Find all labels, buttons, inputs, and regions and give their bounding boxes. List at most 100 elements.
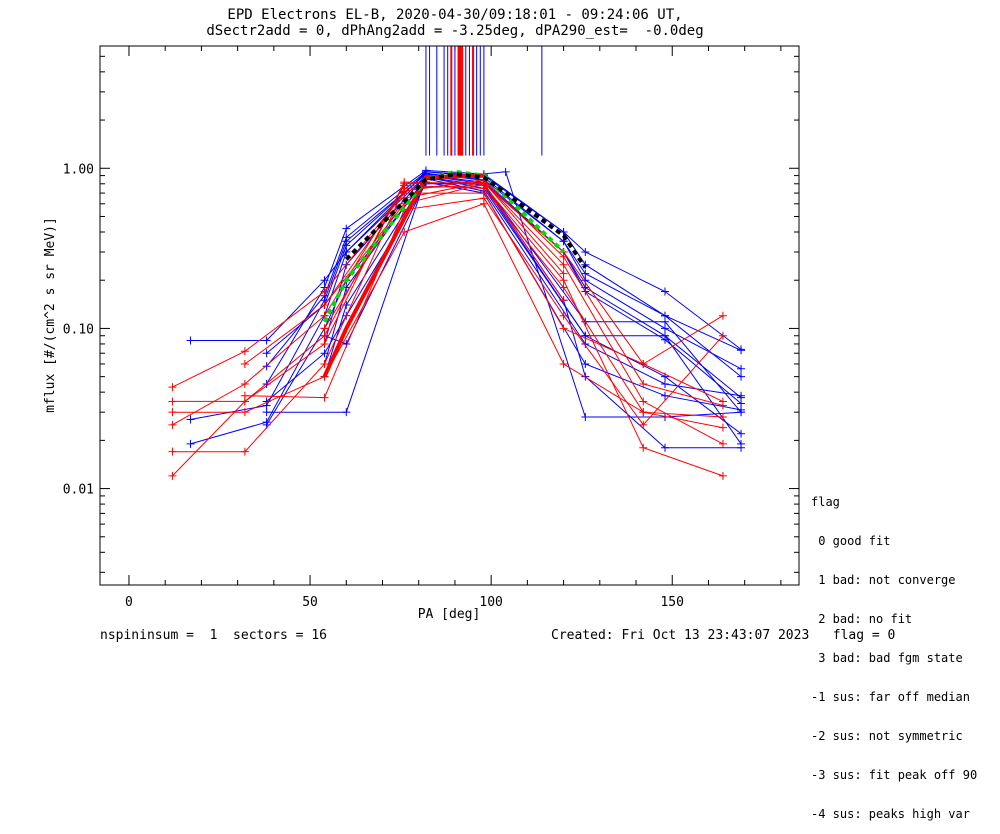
data-point [559, 311, 568, 320]
data-point [559, 269, 568, 278]
data-point [581, 412, 590, 421]
data-point [718, 401, 727, 410]
data-point [342, 224, 351, 233]
data-point [639, 443, 648, 452]
data-point [737, 391, 746, 400]
chart-title-line2: dSectr2add = 0, dPhAng2add = -3.25deg, d… [206, 23, 704, 39]
data-point [262, 362, 271, 371]
series-line [172, 181, 724, 445]
legend-item: 1 bad: not converge [811, 573, 956, 587]
data-point [737, 364, 746, 373]
data-point [737, 429, 746, 438]
data-point [737, 345, 746, 354]
data-point [718, 311, 727, 320]
legend-item: 3 bad: bad fgm state [811, 651, 963, 665]
data-point [186, 336, 195, 345]
data-point [639, 359, 648, 368]
data-point [559, 252, 568, 261]
data-point [320, 339, 329, 348]
series-line [172, 184, 724, 477]
data-point [718, 439, 727, 448]
y-tick-label: 0.01 [63, 483, 94, 498]
data-point [660, 287, 669, 296]
footer-left: nspininsum = 1 sectors = 16 [100, 628, 327, 643]
footer-right: Created: Fri Oct 13 23:43:07 2023 flag =… [551, 628, 896, 643]
series-line [172, 181, 724, 477]
fit-curve-black [344, 172, 587, 269]
data-point [320, 359, 329, 368]
chart-svg: 0 50 100 150 0.01 0.10 1.00 PA [deg] mflux [#/… [43, 45, 800, 622]
legend-item: 0 good fit [811, 534, 891, 548]
data-point [168, 383, 177, 392]
series-line [172, 192, 724, 402]
series-line [190, 171, 742, 351]
series-line [244, 179, 724, 406]
x-tick-label: 150 [660, 595, 683, 610]
plot-frame [99, 45, 800, 586]
data-point [559, 359, 568, 368]
legend-item: -2 sus: not symmetric [811, 729, 963, 743]
data-point [559, 324, 568, 333]
data-point [342, 408, 351, 417]
legend-item: -1 sus: far off median [811, 690, 970, 704]
chart-title-line1: EPD Electrons EL-B, 2020-04-30/09:18:01 … [227, 7, 683, 23]
data-point [168, 420, 177, 429]
data-point [559, 283, 568, 292]
data-point [320, 287, 329, 296]
legend-item: 2 bad: no fit [811, 612, 913, 626]
data-point [320, 301, 329, 310]
y-tick-label: 1.00 [63, 162, 94, 177]
data-point [737, 372, 746, 381]
data-point [660, 317, 669, 326]
legend-item: -3 sus: fit peak off 90 [811, 768, 978, 782]
data-point [559, 260, 568, 269]
data-point [581, 248, 590, 257]
data-point [168, 397, 177, 406]
data-point [262, 408, 271, 417]
data-point [240, 391, 249, 400]
data-point [581, 339, 590, 348]
legend-title: flag [811, 495, 840, 509]
data-point [581, 359, 590, 368]
series-line [190, 175, 742, 445]
data-point [718, 471, 727, 480]
data-point [168, 408, 177, 417]
data-point [342, 233, 351, 242]
data-point [240, 408, 249, 417]
data-point [320, 324, 329, 333]
data-point [639, 397, 648, 406]
data-point [660, 443, 669, 452]
data-point [400, 187, 409, 196]
data-point [479, 194, 488, 203]
series-line [172, 184, 723, 426]
data-point [718, 412, 727, 421]
data-point [479, 179, 488, 188]
x-tick-label: 100 [479, 595, 502, 610]
series-line [324, 183, 565, 306]
data-point [342, 241, 351, 250]
data-point [186, 415, 195, 424]
data-point [400, 227, 409, 236]
data-point [262, 336, 271, 345]
y-axis-label: mflux [#/(cm^2 s sr MeV)] [43, 217, 58, 413]
data-point [168, 447, 177, 456]
x-tick-label: 0 [125, 595, 133, 610]
data-point [639, 379, 648, 388]
data-point [240, 347, 249, 356]
flag-legend: flag 0 good fit 1 bad: not converge 2 ba… [811, 470, 977, 834]
data-point [559, 296, 568, 305]
data-point [639, 420, 648, 429]
x-axis-label: PA [deg] [418, 607, 481, 622]
data-point [186, 439, 195, 448]
data-point [581, 269, 590, 278]
series-line [324, 181, 564, 329]
data-point [240, 359, 249, 368]
series-line [172, 203, 723, 429]
fit-curve-red [322, 173, 484, 378]
data-point [320, 393, 329, 402]
data-point [737, 405, 746, 414]
data-point [639, 408, 648, 417]
data-point [168, 471, 177, 480]
data-point [240, 447, 249, 456]
data-point [718, 331, 727, 340]
